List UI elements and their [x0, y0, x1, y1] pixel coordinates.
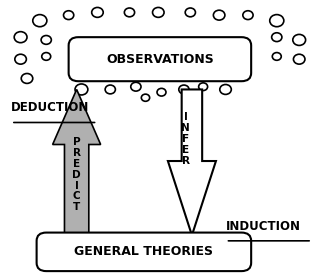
Text: OBSERVATIONS: OBSERVATIONS	[106, 53, 214, 66]
Polygon shape	[168, 90, 216, 235]
Text: I
N
F
E
R: I N F E R	[181, 112, 190, 166]
Text: GENERAL THEORIES: GENERAL THEORIES	[74, 245, 214, 258]
Text: DEDUCTION: DEDUCTION	[11, 101, 89, 115]
Text: INDUCTION: INDUCTION	[225, 220, 300, 233]
Text: P
R
E
D
I
C
T: P R E D I C T	[72, 137, 81, 212]
FancyBboxPatch shape	[68, 37, 251, 81]
FancyBboxPatch shape	[36, 233, 251, 271]
Polygon shape	[53, 90, 101, 235]
